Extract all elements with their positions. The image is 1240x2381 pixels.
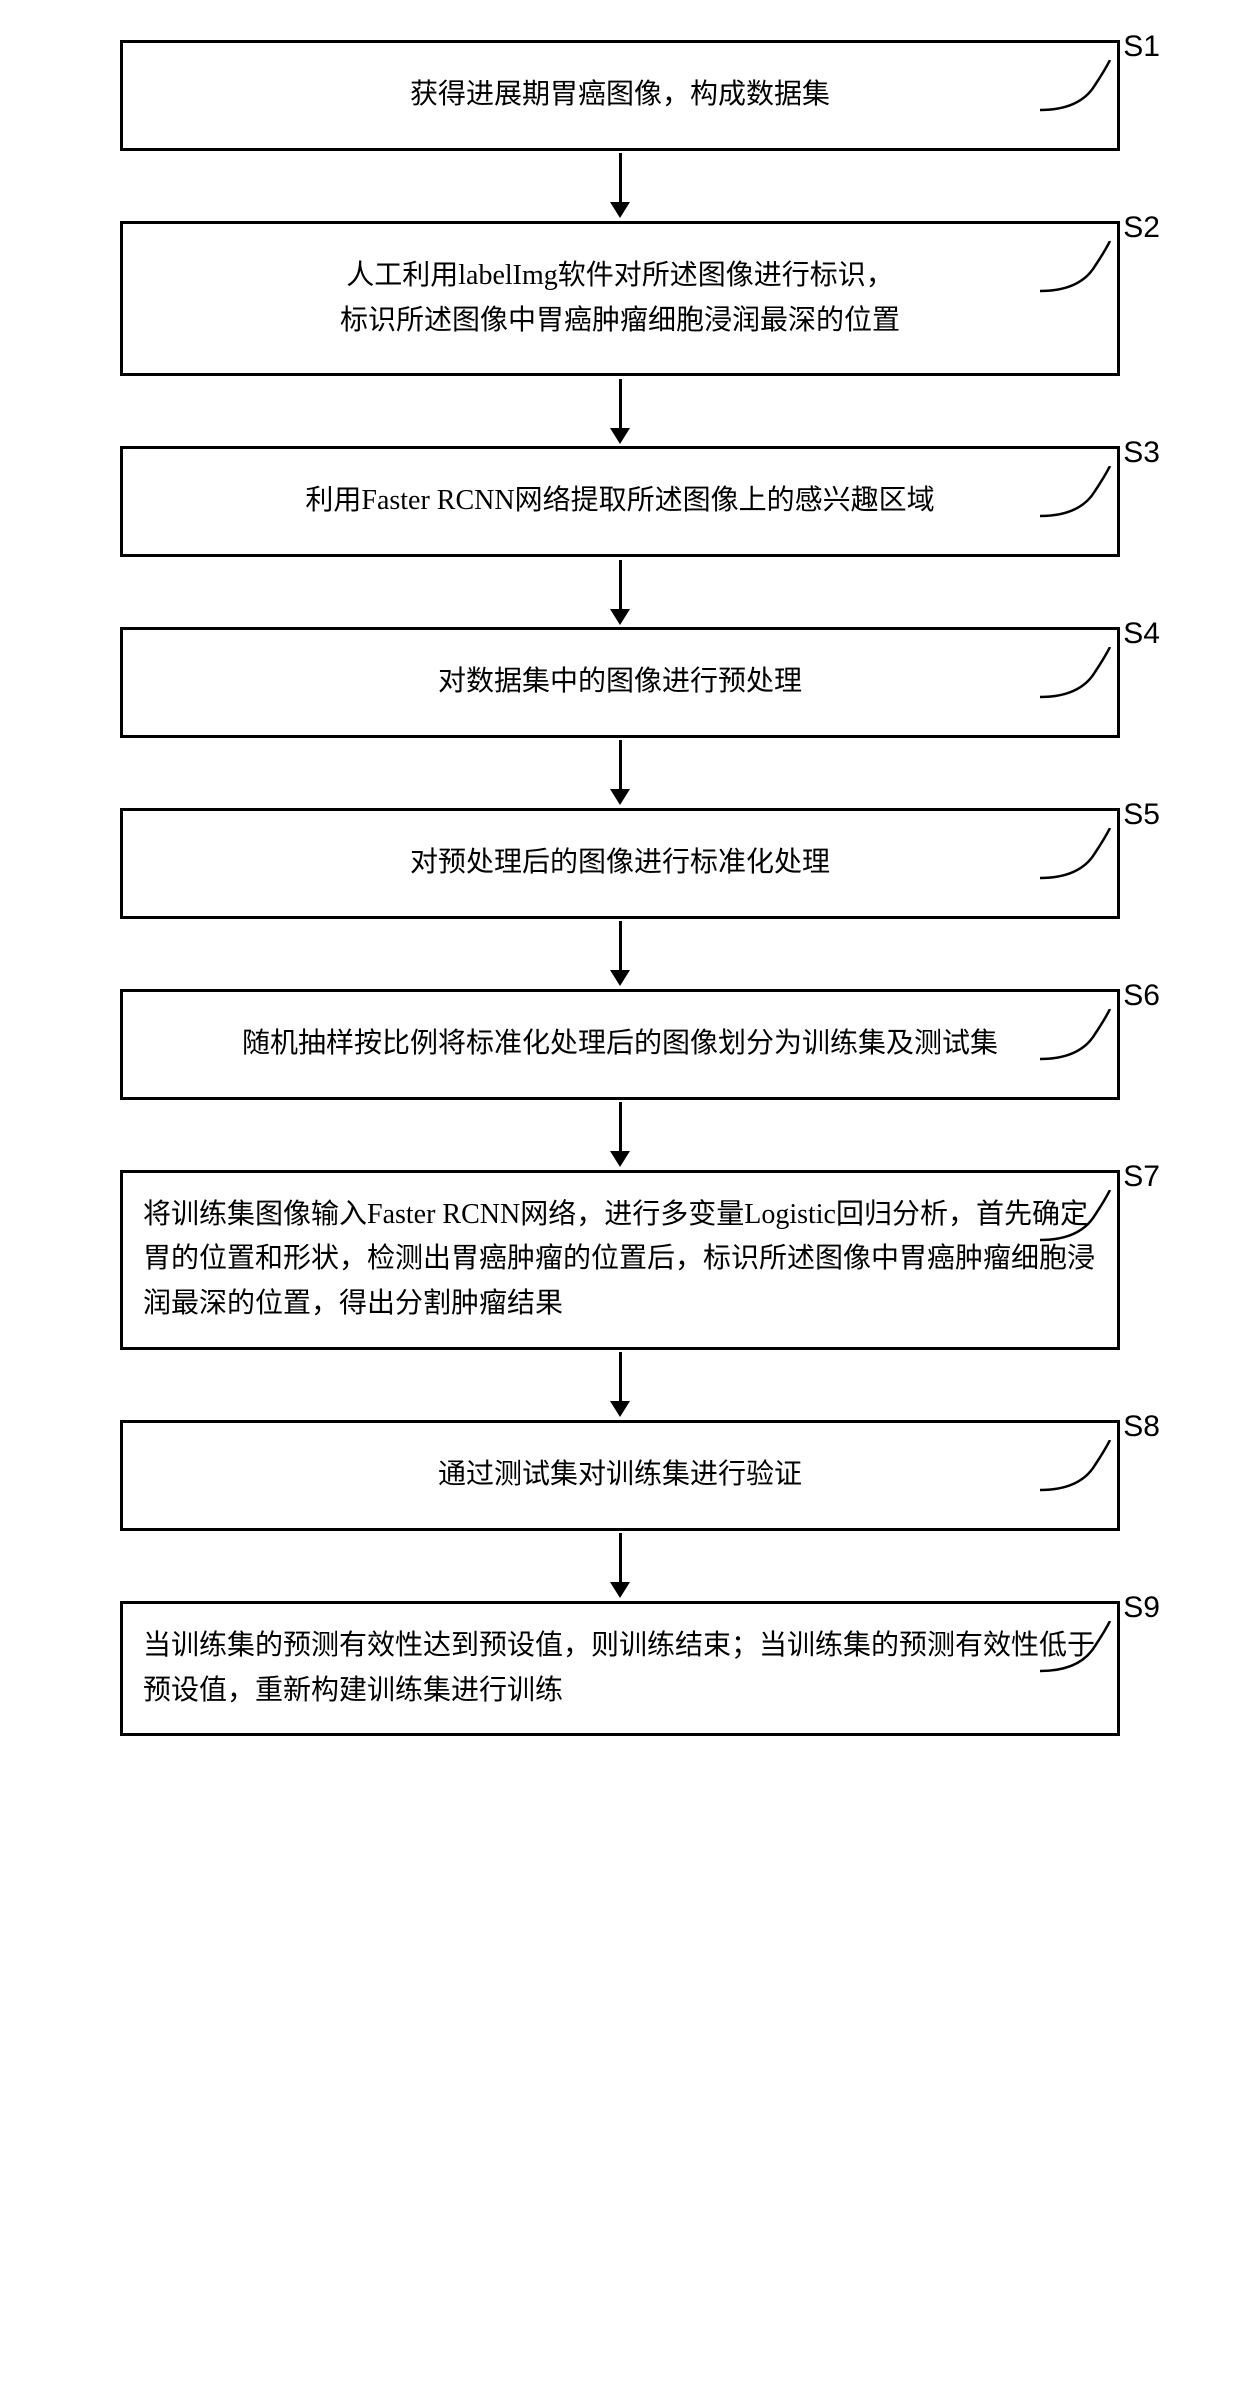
arrow-3 bbox=[610, 557, 630, 627]
connector-s1 bbox=[1040, 60, 1120, 120]
connector-s2 bbox=[1040, 241, 1120, 301]
step-s7-text: 将训练集图像输入Faster RCNN网络，进行多变量Logistic回归分析，… bbox=[143, 1199, 1095, 1320]
connector-s9 bbox=[1040, 1621, 1120, 1681]
step-s4-label: S4 bbox=[1123, 617, 1160, 651]
connector-s6 bbox=[1040, 1009, 1120, 1069]
arrow-7 bbox=[610, 1350, 630, 1420]
step-s1-box: 获得进展期胃癌图像，构成数据集 bbox=[120, 40, 1120, 151]
step-s8-container: 通过测试集对训练集进行验证 S8 bbox=[60, 1420, 1180, 1531]
step-s3-label: S3 bbox=[1123, 436, 1160, 470]
step-s3-box: 利用Faster RCNN网络提取所述图像上的感兴趣区域 bbox=[120, 446, 1120, 557]
step-s8-box: 通过测试集对训练集进行验证 bbox=[120, 1420, 1120, 1531]
step-s3-container: 利用Faster RCNN网络提取所述图像上的感兴趣区域 S3 bbox=[60, 446, 1180, 557]
step-s7-box: 将训练集图像输入Faster RCNN网络，进行多变量Logistic回归分析，… bbox=[120, 1170, 1120, 1350]
connector-s8 bbox=[1040, 1440, 1120, 1500]
arrow-2 bbox=[610, 376, 630, 446]
step-s7-label: S7 bbox=[1123, 1160, 1160, 1194]
step-s5-text: 对预处理后的图像进行标准化处理 bbox=[410, 847, 830, 878]
step-s1-container: 获得进展期胃癌图像，构成数据集 S1 bbox=[60, 40, 1180, 151]
arrow-5 bbox=[610, 919, 630, 989]
step-s2-text1: 人工利用labelImg软件对所述图像进行标识， bbox=[346, 260, 894, 291]
connector-s7 bbox=[1040, 1190, 1120, 1250]
step-s9-container: 当训练集的预测有效性达到预设值，则训练结束；当训练集的预测有效性低于预设值，重新… bbox=[60, 1601, 1180, 1737]
step-s4-box: 对数据集中的图像进行预处理 bbox=[120, 627, 1120, 738]
step-s6-label: S6 bbox=[1123, 979, 1160, 1013]
step-s2-label: S2 bbox=[1123, 211, 1160, 245]
step-s2-text2: 标识所述图像中胃癌肿瘤细胞浸润最深的位置 bbox=[340, 305, 900, 336]
arrow-6 bbox=[610, 1100, 630, 1170]
step-s2-container: 人工利用labelImg软件对所述图像进行标识， 标识所述图像中胃癌肿瘤细胞浸润… bbox=[60, 221, 1180, 377]
step-s4-container: 对数据集中的图像进行预处理 S4 bbox=[60, 627, 1180, 738]
connector-s4 bbox=[1040, 647, 1120, 707]
arrow-8 bbox=[610, 1531, 630, 1601]
step-s7-container: 将训练集图像输入Faster RCNN网络，进行多变量Logistic回归分析，… bbox=[60, 1170, 1180, 1350]
step-s4-text: 对数据集中的图像进行预处理 bbox=[438, 666, 802, 697]
step-s3-text: 利用Faster RCNN网络提取所述图像上的感兴趣区域 bbox=[305, 485, 934, 516]
arrow-4 bbox=[610, 738, 630, 808]
step-s5-label: S5 bbox=[1123, 798, 1160, 832]
step-s2-box: 人工利用labelImg软件对所述图像进行标识， 标识所述图像中胃癌肿瘤细胞浸润… bbox=[120, 221, 1120, 377]
step-s8-text: 通过测试集对训练集进行验证 bbox=[438, 1459, 802, 1490]
step-s9-label: S9 bbox=[1123, 1591, 1160, 1625]
connector-s3 bbox=[1040, 466, 1120, 526]
step-s6-box: 随机抽样按比例将标准化处理后的图像划分为训练集及测试集 bbox=[120, 989, 1120, 1100]
step-s1-label: S1 bbox=[1123, 30, 1160, 64]
step-s5-container: 对预处理后的图像进行标准化处理 S5 bbox=[60, 808, 1180, 919]
connector-s5 bbox=[1040, 828, 1120, 888]
step-s6-text: 随机抽样按比例将标准化处理后的图像划分为训练集及测试集 bbox=[242, 1028, 998, 1059]
step-s9-box: 当训练集的预测有效性达到预设值，则训练结束；当训练集的预测有效性低于预设值，重新… bbox=[120, 1601, 1120, 1737]
step-s9-text: 当训练集的预测有效性达到预设值，则训练结束；当训练集的预测有效性低于预设值，重新… bbox=[143, 1630, 1095, 1706]
step-s8-label: S8 bbox=[1123, 1410, 1160, 1444]
arrow-1 bbox=[610, 151, 630, 221]
step-s5-box: 对预处理后的图像进行标准化处理 bbox=[120, 808, 1120, 919]
step-s1-text: 获得进展期胃癌图像，构成数据集 bbox=[410, 79, 830, 110]
step-s6-container: 随机抽样按比例将标准化处理后的图像划分为训练集及测试集 S6 bbox=[60, 989, 1180, 1100]
flowchart-container: 获得进展期胃癌图像，构成数据集 S1 人工利用labelImg软件对所述图像进行… bbox=[60, 40, 1180, 1736]
